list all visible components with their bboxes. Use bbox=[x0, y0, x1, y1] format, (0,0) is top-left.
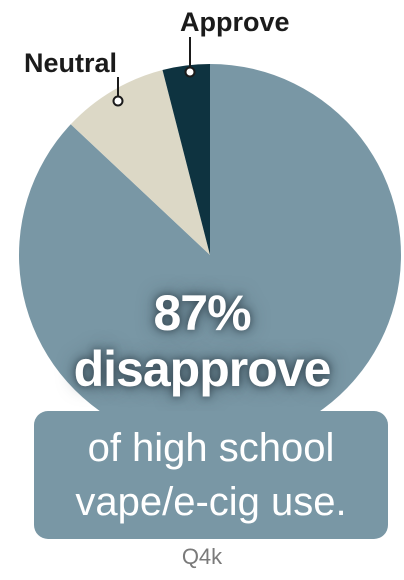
leader-dot-approve bbox=[184, 66, 196, 78]
pie-slice-approve bbox=[162, 64, 210, 255]
leader-dot-neutral bbox=[112, 95, 124, 107]
slice-label-approve: Approve bbox=[180, 7, 290, 37]
pie-slice-neutral bbox=[70, 70, 210, 256]
pie-slice-disapprove bbox=[18, 64, 402, 447]
headline-word: disapprove bbox=[73, 341, 332, 397]
caption-line-2: vape/e-cig use. bbox=[75, 480, 347, 524]
caption-line-1: of high school bbox=[87, 426, 335, 470]
source-code: Q4k bbox=[181, 544, 223, 569]
caption-box: of high school vape/e-cig use. bbox=[34, 411, 388, 539]
headline-percentage: 87% bbox=[153, 285, 251, 341]
slice-label-neutral: Neutral bbox=[24, 48, 117, 78]
